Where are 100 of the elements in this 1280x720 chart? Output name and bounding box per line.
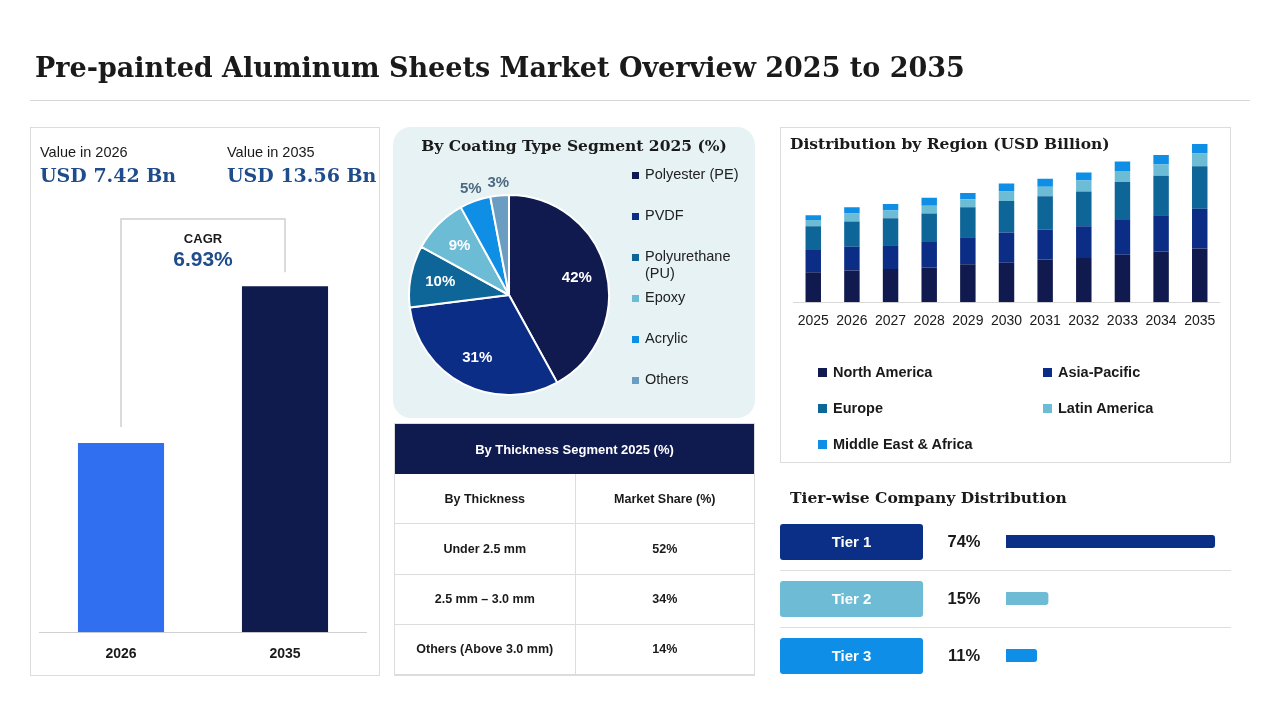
label-badge: Tier 2 [780,580,923,617]
data-label: 15% [947,589,981,608]
text: By Thickness Segment 2025 (%) [475,441,674,457]
bar [960,207,976,238]
bar [1114,254,1131,303]
legend-label: Europe [833,400,883,416]
bar [844,207,860,214]
text: 52% [652,541,678,556]
legend-label: Acrylic [645,330,688,346]
legend-label: Latin America [1058,400,1154,416]
bar [805,272,821,303]
legend-label: Polyurethane (PU) [645,248,731,281]
text: By Coating Type Segment 2025 (%) [421,136,727,155]
bar [1153,155,1169,165]
bar [844,213,860,222]
label-badge: Tier 3 [780,637,923,674]
bar [1192,153,1208,167]
bar [921,242,937,268]
bar [882,218,899,246]
bar [998,262,1015,303]
text: 14% [652,642,678,657]
text: Value in 2026 [40,144,128,160]
x-tick-label: 2026 [836,312,868,329]
bar [1192,248,1208,303]
x-tick-label: 2027 [874,312,907,329]
legend-label: Others [645,371,689,387]
legend-label: Middle East & Africa [833,436,973,452]
bar [844,270,860,303]
category-label: Under 2.5 mm [443,541,527,556]
bar [960,199,976,208]
data-label: 10% [425,272,456,290]
x-tick-label: 2035 [269,645,301,662]
bar [1114,181,1131,220]
bar [805,215,821,220]
legend-label: Polyester (PE) [645,166,739,182]
bar [1153,175,1169,216]
y-tick-label: Tier 3 [831,647,872,664]
x-tick-label: 2033 [1106,312,1139,329]
bar [882,210,899,219]
label-badge: Tier 1 [780,523,923,560]
x-tick-label: 2030 [990,312,1023,329]
bar [1114,170,1131,182]
bar [1192,208,1208,249]
bar [844,246,860,271]
bar [921,197,937,206]
bar [1192,144,1208,154]
bar [998,232,1015,263]
bar [960,264,976,303]
data-label: 9% [448,235,471,253]
x-tick-label: 2031 [1029,312,1061,329]
category-label: 2.5 mm – 3.0 mm [434,592,535,607]
x-tick-label: 2035 [1184,312,1216,329]
data-label: 42% [561,267,592,285]
bar [882,204,899,211]
text: Market Share (%) [614,491,716,506]
bar [1076,226,1092,258]
bar [1076,191,1092,227]
bar [1037,178,1053,187]
bar [921,267,937,303]
data-label: 5% [459,178,482,196]
bar [1076,257,1092,303]
bar [1076,180,1092,192]
bar [921,205,937,214]
bar [960,237,976,265]
category-label: Others (Above 3.0 mm) [416,642,554,657]
bar [960,193,976,200]
text: CAGR [183,231,223,246]
y-tick-label: Tier 2 [831,590,872,607]
legend-label: PVDF [645,207,684,223]
bar [1153,251,1169,303]
bar [1037,259,1053,303]
text: Value in 2035 [227,144,315,160]
y-tick-label: Tier 1 [831,533,872,550]
x-tick-label: 2025 [797,312,830,329]
bar [1114,161,1131,171]
bar [805,226,821,250]
bar [805,249,821,273]
bar [998,200,1015,233]
data-label: 3% [487,172,510,190]
bar [882,245,899,269]
text: Pre-painted Aluminum Sheets Market Overview 2025 to 2035 [35,52,965,83]
text: 34% [652,592,678,607]
data-label: USD 7.42 Bn [40,164,177,186]
bar [1153,215,1169,252]
data-label: 31% [462,347,493,365]
text: By Thickness [444,491,526,506]
legend-label: North America [833,364,933,380]
legend-label: Asia-Pacific [1058,364,1141,380]
chart-title: Distribution by Region (USD Billion) [790,134,1110,153]
bar [1192,166,1208,209]
x-tick-label: 2026 [105,645,137,662]
x-tick-label: 2034 [1145,312,1177,329]
bar [998,191,1015,201]
text: 6.93% [173,247,233,270]
bar [1037,196,1053,230]
data-label: USD 13.56 Bn [227,164,377,186]
bar [1037,229,1053,260]
bar [1076,172,1092,181]
data-label: 11% [947,646,981,665]
bar [1037,186,1053,197]
